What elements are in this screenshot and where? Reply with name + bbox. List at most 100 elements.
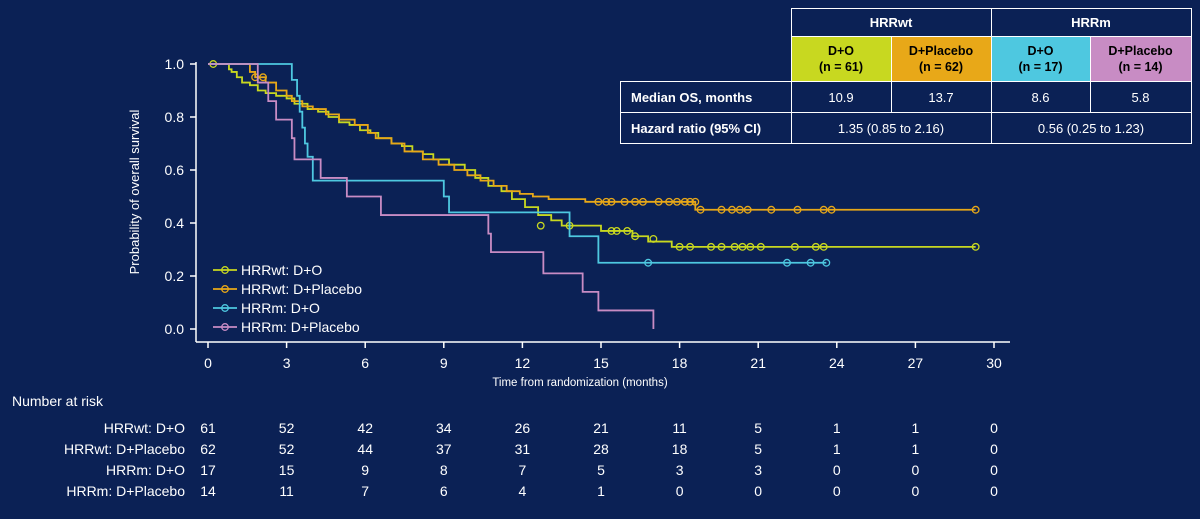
censor-mark [767,205,776,214]
x-tick-label: 24 [829,355,845,371]
legend-label: HRRm: D+O [241,300,320,316]
x-tick-label: 12 [515,355,531,371]
censor-mark [607,226,616,235]
risk-count: 0 [833,462,841,478]
median-os-value: 5.8 [1089,81,1192,113]
risk-count: 3 [754,462,762,478]
arm-name: D+Placebo [1108,44,1173,58]
censor-mark [811,242,820,251]
censor-mark [746,242,755,251]
series-line [208,63,827,264]
arm-n: (n = 61) [818,60,864,74]
censor-mark [536,221,545,230]
x-ticks: 0 3 6 9 12 15 18 21 24 27 30 [204,342,1002,371]
median-os-value: 13.7 [890,81,992,113]
censor-mark [971,205,980,214]
risk-count: 26 [515,420,531,436]
arm-name: D+Placebo [908,44,974,58]
censor-mark [665,197,674,206]
risk-count: 34 [436,420,452,436]
legend-marker [221,323,229,331]
censor-mark [638,197,647,206]
median-os-label: Median OS, months [620,81,792,113]
censor-mark [696,205,705,214]
arm-header: D+O (n = 61) [790,36,892,82]
risk-count: 5 [597,462,605,478]
risk-count: 0 [990,483,998,499]
x-axis-label: Time from randomization (months) [492,377,667,389]
censor-mark [822,258,831,267]
risk-count: 1 [912,420,920,436]
censor-mark [686,197,695,206]
censor-mark [756,242,765,251]
censor-mark [675,242,684,251]
legend: HRRwt: D+O HRRwt: D+Placebo HRRm: D+O HRRm:… [213,262,362,335]
series-line [208,63,976,211]
censor-mark [738,242,747,251]
censor-mark [686,242,695,251]
risk-count: 18 [672,441,688,457]
y-tick-label: 0.2 [165,268,185,284]
y-tick-label: 0.6 [165,162,185,178]
risk-count: 0 [676,483,684,499]
arm-name: D+O [827,44,855,58]
censor-mark [819,205,828,214]
risk-count: 17 [200,462,216,478]
censor-mark [631,232,640,241]
censor-mark [707,242,715,251]
censor-mark [612,226,621,235]
censor-mark [644,258,653,267]
legend-label: HRRm: D+Placebo [241,319,360,335]
risk-count: 11 [279,483,294,499]
arm-n: (n = 17) [1018,60,1063,74]
risk-count: 0 [833,483,841,499]
risk-table-title: Number at risk [12,393,104,409]
group-header-hrrwt: HRRwt [790,8,992,37]
censor-mark [594,197,603,206]
x-tick-label: 30 [986,355,1002,371]
censor-mark [730,242,739,251]
arm-n: (n = 14) [1118,60,1163,74]
risk-count: 0 [912,462,920,478]
x-tick-label: 27 [908,355,924,371]
censor-mark [680,197,689,206]
group-header-hrrm: HRRm [990,8,1192,37]
x-tick-label: 6 [361,355,369,371]
risk-count: 0 [754,483,762,499]
y-axis-label: Probability of overall survival [127,110,142,275]
censor-mark [631,197,640,206]
risk-count: 3 [676,462,684,478]
risk-row-label: HRRm: D+O [106,462,185,478]
censor-mark [673,197,681,206]
x-tick-label: 3 [283,355,291,371]
legend-marker [221,304,229,312]
censor-mark [743,205,752,214]
risk-count: 1 [833,441,841,457]
risk-count: 1 [597,483,605,499]
censor-mark [691,197,700,206]
risk-count: 1 [912,441,920,457]
legend-marker [221,285,229,293]
risk-count: 4 [519,483,527,499]
x-tick-label: 9 [440,355,448,371]
hazard-ratio-label: Hazard ratio (95% CI) [620,112,792,144]
y-tick-label: 1.0 [165,56,185,72]
censor-mark [783,258,791,267]
y-tick-label: 0.8 [165,109,185,125]
censor-mark [259,73,267,82]
risk-count: 5 [754,420,762,436]
censor-mark [793,205,802,214]
censor-mark [971,242,980,251]
censor-mark [602,197,611,206]
median-os-value: 8.6 [990,81,1091,113]
risk-count: 21 [593,420,609,436]
censor-mark [717,205,726,214]
summary-table: HRRwt HRRm D+O (n = 61) D+Placebo (n = 6… [620,8,1192,144]
risk-count: 28 [593,441,609,457]
risk-count: 0 [990,420,998,436]
censor-mark [649,234,658,243]
risk-count: 11 [672,420,687,436]
risk-count: 0 [990,462,998,478]
